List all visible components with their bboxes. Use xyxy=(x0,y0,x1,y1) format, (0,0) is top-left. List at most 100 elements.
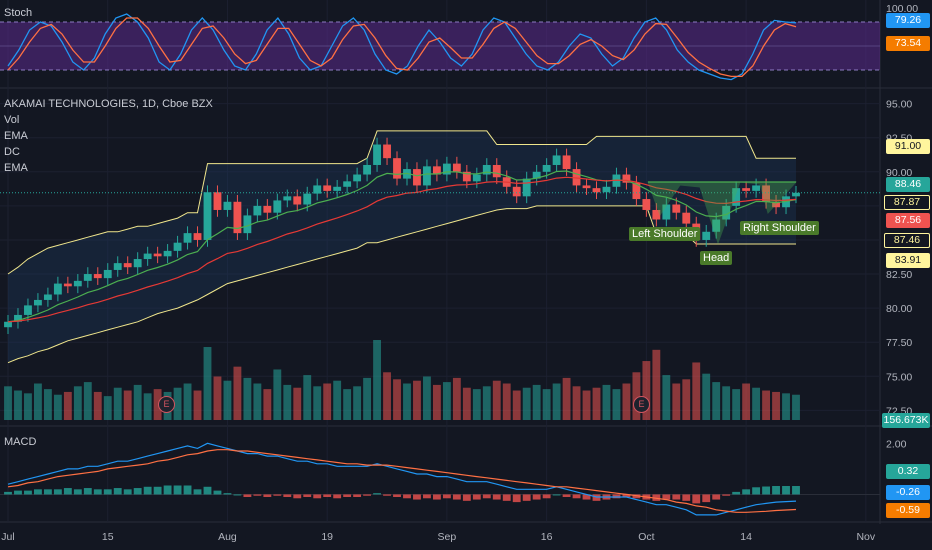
indicator-dc[interactable]: DC xyxy=(4,146,20,158)
volume-bar xyxy=(512,390,521,420)
macd-hist-bar xyxy=(532,494,541,500)
x-tick-label: 14 xyxy=(740,531,752,543)
macd-hist-bar xyxy=(393,494,401,497)
volume-bar xyxy=(343,389,352,420)
volume-bar xyxy=(273,369,282,420)
macd-hist-bar xyxy=(572,494,581,499)
volume-bar xyxy=(263,389,272,420)
volume-bar xyxy=(323,383,332,420)
candle-body xyxy=(672,204,681,213)
volume-bar xyxy=(233,366,242,420)
volume-bar xyxy=(303,375,312,420)
indicator-vol[interactable]: Vol xyxy=(4,114,20,126)
volume-bar xyxy=(173,387,182,420)
candle-body xyxy=(353,174,362,182)
y-tick-label: 77.50 xyxy=(886,337,912,349)
volume-bar xyxy=(63,391,72,420)
candle-body xyxy=(742,188,751,191)
candle-body xyxy=(482,164,491,175)
price-tag-8746: 87.46 xyxy=(884,233,930,248)
candle-body xyxy=(462,171,471,182)
volume-bar xyxy=(413,380,421,420)
macd-hist-bar xyxy=(4,491,12,495)
x-tick-label: Nov xyxy=(856,531,875,543)
price-tag-8391: 83.91 xyxy=(886,253,930,268)
candle-body xyxy=(123,263,132,268)
macd-hist-bar xyxy=(33,489,42,495)
candle-body xyxy=(602,186,611,193)
volume-bar xyxy=(183,383,192,420)
macd-hist-bar xyxy=(752,487,761,495)
macd-hist-bar xyxy=(403,494,411,499)
candle-body xyxy=(163,250,172,257)
candle-body xyxy=(283,196,292,201)
volume-bar xyxy=(562,377,571,420)
macd-hist-bar xyxy=(502,494,511,501)
candle-body xyxy=(83,274,92,281)
candle-body xyxy=(592,188,601,193)
macd-hist-bar xyxy=(73,489,82,495)
indicator-ema-1[interactable]: EMA xyxy=(4,130,28,142)
volume-bar xyxy=(253,383,262,420)
macd-signal-line xyxy=(7,449,797,513)
macd-hist-bar xyxy=(792,486,800,495)
volume-bar xyxy=(772,391,780,420)
macd-hist-bar xyxy=(123,489,132,495)
macd-hist-bar xyxy=(313,494,322,499)
candle-body xyxy=(542,164,551,172)
volume-bar xyxy=(652,349,661,420)
macd-hist-bar xyxy=(632,494,641,499)
candle-body xyxy=(732,188,741,206)
x-tick-label: 15 xyxy=(102,531,114,543)
macd-hist-bar xyxy=(782,486,790,495)
macd-hist-bar xyxy=(163,485,172,495)
macd-hist-bar xyxy=(43,489,52,495)
macd-hist-bar xyxy=(562,494,571,497)
volume-bar xyxy=(522,387,531,420)
candle-body xyxy=(173,242,182,251)
candle-body xyxy=(73,280,82,287)
price-tag-8846: 88.46 xyxy=(886,177,930,192)
earnings-marker-aug[interactable]: E xyxy=(158,396,175,413)
macd-hist-bar xyxy=(213,490,222,495)
x-tick-label: 19 xyxy=(321,531,333,543)
left-shoulder-label[interactable]: Left Shoulder xyxy=(629,227,701,241)
macd-hist-bar xyxy=(63,488,72,495)
volume-bar xyxy=(103,396,112,420)
earnings-marker-oct[interactable]: E xyxy=(633,396,650,413)
macd-hist-bar xyxy=(582,494,591,500)
head-label[interactable]: Head xyxy=(700,251,733,265)
macd-hist-bar xyxy=(243,494,252,497)
volume-bar xyxy=(223,380,232,420)
indicator-ema-2[interactable]: EMA xyxy=(4,162,28,174)
volume-bar xyxy=(24,393,32,420)
volume-bar xyxy=(193,390,202,420)
volume-bar xyxy=(333,380,342,420)
candle-body xyxy=(193,233,202,240)
candle-body xyxy=(43,294,52,300)
candle-body xyxy=(522,178,531,197)
macd-hist-bar xyxy=(552,494,561,496)
candle-body xyxy=(233,201,242,234)
macd-hist-bar xyxy=(472,494,481,500)
candle-body xyxy=(712,219,721,232)
candle-body xyxy=(14,314,22,322)
macd-hist-bar xyxy=(24,490,32,495)
candle-body xyxy=(682,212,691,224)
x-tick-label: Sep xyxy=(438,531,457,543)
volume-bar xyxy=(143,393,152,420)
macd-line-tag: -0.26 xyxy=(886,485,930,500)
volume-bar xyxy=(782,393,790,420)
volume-bar xyxy=(642,361,651,420)
volume-bar xyxy=(83,382,92,420)
volume-bar xyxy=(33,383,42,420)
macd-hist-bar xyxy=(153,486,162,495)
stoch-tick-label: 100.00 xyxy=(886,3,918,15)
right-shoulder-label[interactable]: Right Shoulder xyxy=(740,221,819,235)
macd-hist-bar xyxy=(692,494,701,504)
candle-body xyxy=(792,192,800,197)
volume-bar xyxy=(592,387,601,420)
volume-bar xyxy=(662,375,671,420)
